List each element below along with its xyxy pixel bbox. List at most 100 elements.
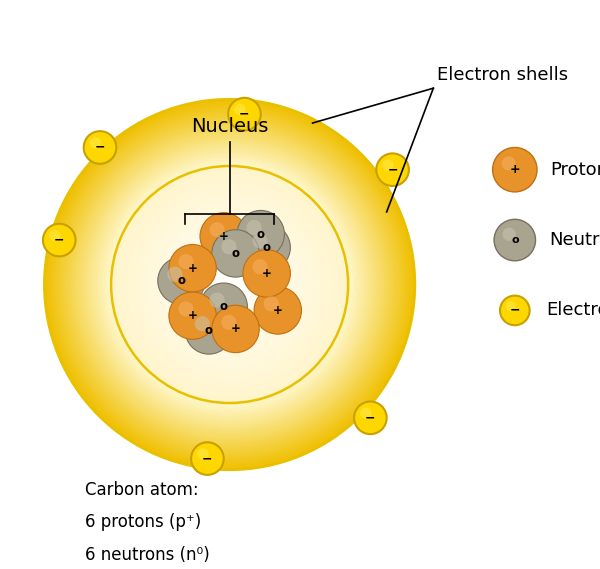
Circle shape: [500, 296, 530, 325]
Circle shape: [502, 228, 515, 241]
Circle shape: [200, 213, 247, 260]
Circle shape: [119, 174, 340, 395]
Text: −: −: [202, 452, 212, 465]
Circle shape: [220, 275, 239, 294]
Text: +: +: [262, 267, 272, 280]
Circle shape: [84, 131, 116, 164]
Text: Proton: Proton: [550, 160, 600, 179]
Circle shape: [200, 255, 259, 314]
Circle shape: [129, 184, 331, 385]
Text: −: −: [95, 141, 105, 154]
Circle shape: [169, 292, 216, 339]
Circle shape: [505, 301, 516, 311]
Circle shape: [151, 205, 308, 364]
Circle shape: [360, 407, 371, 419]
Circle shape: [208, 263, 251, 306]
Circle shape: [123, 178, 336, 391]
Circle shape: [68, 123, 391, 446]
Circle shape: [43, 224, 76, 257]
Circle shape: [178, 302, 194, 316]
Circle shape: [200, 283, 247, 331]
Circle shape: [160, 215, 299, 354]
Circle shape: [212, 230, 259, 277]
Circle shape: [85, 139, 375, 430]
Circle shape: [89, 144, 370, 425]
Circle shape: [86, 142, 373, 427]
Circle shape: [354, 402, 386, 434]
Circle shape: [86, 141, 374, 428]
Circle shape: [91, 146, 368, 423]
Circle shape: [137, 192, 322, 377]
Circle shape: [263, 296, 279, 311]
Circle shape: [194, 316, 210, 331]
Circle shape: [243, 250, 290, 297]
Circle shape: [110, 165, 349, 404]
Circle shape: [109, 164, 350, 405]
Circle shape: [188, 243, 271, 326]
Circle shape: [182, 237, 277, 332]
Circle shape: [80, 135, 379, 434]
Circle shape: [196, 251, 263, 318]
Circle shape: [79, 134, 380, 435]
Circle shape: [56, 112, 403, 457]
Circle shape: [46, 100, 414, 469]
Circle shape: [52, 107, 407, 462]
Circle shape: [253, 259, 268, 274]
Circle shape: [209, 292, 224, 308]
Circle shape: [502, 156, 516, 171]
Circle shape: [94, 149, 365, 420]
Circle shape: [192, 247, 267, 322]
Circle shape: [243, 224, 290, 271]
Circle shape: [493, 147, 537, 192]
Text: +: +: [188, 262, 197, 275]
Circle shape: [82, 137, 377, 432]
Text: o: o: [220, 300, 228, 313]
Text: Nucleus: Nucleus: [191, 117, 268, 137]
Circle shape: [48, 102, 412, 467]
Circle shape: [166, 221, 293, 348]
Circle shape: [101, 156, 358, 413]
Circle shape: [98, 152, 361, 417]
Circle shape: [121, 176, 338, 393]
Text: +: +: [219, 230, 229, 243]
Circle shape: [139, 193, 320, 376]
Circle shape: [152, 208, 307, 361]
Circle shape: [185, 307, 233, 354]
Circle shape: [190, 245, 269, 324]
Circle shape: [226, 281, 233, 288]
Circle shape: [210, 265, 250, 304]
Circle shape: [107, 162, 353, 407]
Text: +: +: [509, 163, 520, 176]
Text: o: o: [178, 274, 185, 287]
Circle shape: [44, 100, 415, 469]
Circle shape: [254, 287, 301, 334]
Circle shape: [172, 227, 287, 342]
Text: o: o: [205, 324, 213, 337]
Text: +: +: [188, 309, 197, 322]
Text: −: −: [365, 411, 376, 424]
Circle shape: [49, 230, 61, 241]
Circle shape: [141, 196, 319, 373]
Text: −: −: [54, 233, 65, 246]
Circle shape: [167, 266, 182, 282]
Circle shape: [494, 219, 536, 261]
Circle shape: [104, 159, 355, 410]
Circle shape: [70, 125, 389, 444]
Circle shape: [382, 159, 394, 171]
Circle shape: [71, 126, 388, 443]
Text: −: −: [388, 163, 398, 176]
Text: +: +: [230, 323, 241, 336]
Circle shape: [149, 204, 311, 365]
Circle shape: [135, 189, 325, 380]
Circle shape: [50, 105, 409, 464]
Circle shape: [247, 220, 262, 235]
Circle shape: [49, 104, 410, 465]
Text: −: −: [239, 108, 250, 121]
Circle shape: [253, 233, 268, 249]
Circle shape: [204, 259, 256, 310]
Circle shape: [94, 148, 366, 421]
Circle shape: [175, 229, 285, 340]
Circle shape: [62, 117, 397, 452]
Circle shape: [78, 133, 382, 436]
Circle shape: [221, 239, 236, 254]
